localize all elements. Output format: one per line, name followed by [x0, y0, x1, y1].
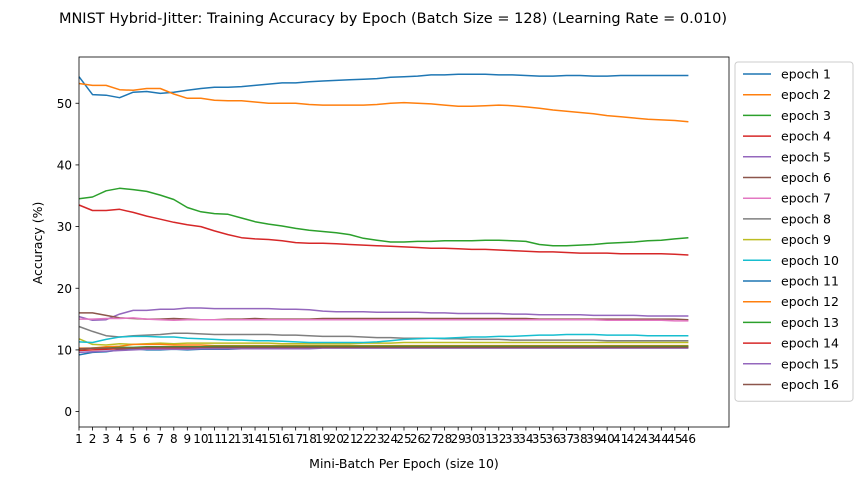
x-tick-label: 11: [207, 432, 222, 446]
x-tick-label: 37: [559, 432, 574, 446]
x-tick-label: 16: [274, 432, 289, 446]
chart-title: MNIST Hybrid-Jitter: Training Accuracy b…: [59, 11, 727, 27]
x-tick-label: 31: [478, 432, 493, 446]
y-tick-label: 40: [57, 158, 72, 172]
x-tick-label: 43: [640, 432, 655, 446]
legend-box: [734, 61, 854, 402]
x-tick-label: 21: [342, 432, 357, 446]
series-line-epoch-8: [78, 325, 689, 342]
x-tick-label: 38: [572, 432, 587, 446]
y-tick-label: 20: [57, 282, 72, 296]
x-tick-label: 27: [423, 432, 438, 446]
legend-entry-label: epoch 6: [781, 170, 831, 185]
x-tick-label: 42: [627, 432, 642, 446]
x-tick-label: 24: [383, 432, 398, 446]
x-tick-label: 8: [170, 432, 178, 446]
series-line-epoch-16: [78, 346, 689, 350]
series-line-epoch-4: [78, 204, 689, 256]
legend-entry-label: epoch 11: [781, 274, 839, 289]
plot-area: [78, 56, 730, 428]
legend-entry-label: epoch 12: [781, 294, 839, 309]
x-tick-label: 33: [505, 432, 520, 446]
x-tick-label: 22: [356, 432, 371, 446]
legend-entry-label: epoch 9: [781, 232, 831, 247]
legend-entry-label: epoch 4: [781, 129, 831, 144]
series-line-epoch-6: [79, 312, 689, 321]
y-axis: 0 10 20 30 40 50: [57, 97, 79, 419]
y-tick-label: 0: [64, 405, 72, 419]
x-tick-label: 23: [369, 432, 384, 446]
x-tick-label: 46: [681, 432, 696, 446]
y-axis-label: Accuracy (%): [30, 202, 45, 285]
x-tick-label: 44: [654, 432, 669, 446]
legend: epoch 1 epoch 2 epoch 3 epoch 4 epoch 5 epoch…: [734, 61, 854, 402]
x-tick-label: 3: [102, 432, 110, 446]
x-tick-label: 41: [613, 432, 628, 446]
x-tick-label: 40: [599, 432, 614, 446]
x-tick-label: 17: [288, 432, 303, 446]
x-tick-label: 29: [451, 432, 466, 446]
legend-entry-label: epoch 3: [781, 108, 831, 123]
series-line-epoch-2: [78, 82, 689, 123]
x-tick-label: 45: [667, 432, 682, 446]
x-tick-label: 18: [302, 432, 317, 446]
legend-entry-label: epoch 5: [781, 149, 831, 164]
x-tick-label: 12: [220, 432, 235, 446]
legend-entry-label: epoch 1: [781, 67, 831, 82]
series-line-epoch-9: [78, 338, 689, 346]
x-tick-label: 9: [184, 432, 192, 446]
legend-entry-label: epoch 15: [781, 356, 839, 371]
series-line-epoch-15: [78, 347, 689, 354]
x-tick-label: 35: [532, 432, 547, 446]
x-tick-label: 34: [518, 432, 533, 446]
x-tick-label: 4: [116, 432, 124, 446]
x-tick-label: 7: [156, 432, 164, 446]
legend-entry-label: epoch 10: [781, 253, 839, 268]
x-tick-label: 39: [586, 432, 601, 446]
x-tick-label: 36: [545, 432, 560, 446]
series-line-epoch-7: [79, 317, 689, 322]
legend-entry-label: epoch 14: [781, 336, 839, 351]
legend-entry-label: epoch 7: [781, 191, 831, 206]
y-tick-label: 10: [57, 343, 72, 357]
series-line-epoch-5: [78, 307, 689, 322]
x-tick-label: 6: [143, 432, 151, 446]
x-tick-label: 15: [261, 432, 276, 446]
series-line-epoch-1: [78, 73, 689, 99]
x-tick-label: 1: [75, 432, 83, 446]
x-axis-label: Mini-Batch Per Epoch (size 10): [309, 456, 499, 471]
x-tick-label: 28: [437, 432, 452, 446]
y-tick-label: 50: [57, 97, 72, 111]
x-tick-label: 5: [129, 432, 137, 446]
legend-entry-label: epoch 8: [781, 211, 831, 226]
series-line-epoch-10: [78, 333, 689, 344]
legend-entry-label: epoch 13: [781, 315, 839, 330]
legend-entry-label: epoch 16: [781, 377, 839, 392]
x-tick-label: 10: [193, 432, 208, 446]
x-tick-label: 2: [89, 432, 97, 446]
x-axis: 1 2 3 4 5 6 7 8 9 1011121314151617181920212223242…: [75, 427, 696, 446]
series-line-epoch-3: [78, 187, 689, 247]
x-tick-label: 19: [315, 432, 330, 446]
x-tick-label: 20: [329, 432, 344, 446]
legend-entry-label: epoch 2: [781, 87, 831, 102]
x-tick-label: 14: [247, 432, 262, 446]
y-tick-label: 30: [57, 220, 72, 234]
x-tick-label: 13: [234, 432, 249, 446]
x-tick-label: 30: [464, 432, 479, 446]
x-tick-label: 32: [491, 432, 506, 446]
x-tick-label: 25: [396, 432, 411, 446]
x-tick-label: 26: [410, 432, 425, 446]
